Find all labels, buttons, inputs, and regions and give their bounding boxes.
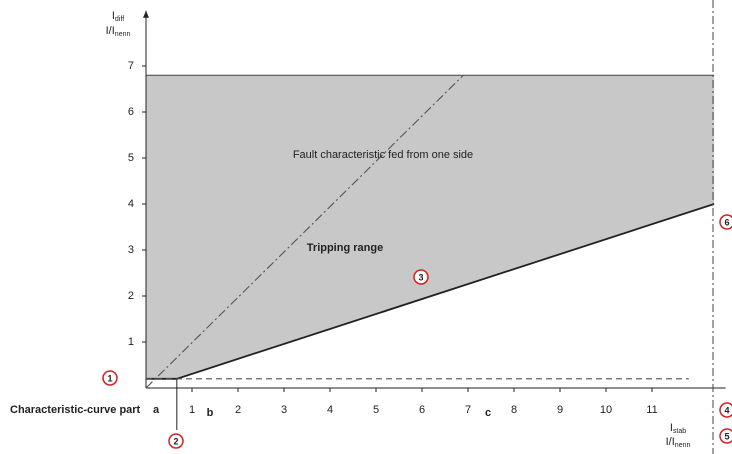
marker-label: 6 xyxy=(724,217,729,227)
x-tick-label: 2 xyxy=(235,404,241,416)
x-tick-label: 1 xyxy=(189,404,195,416)
annotation: a xyxy=(153,404,160,416)
marker-label: 3 xyxy=(418,272,423,282)
y-tick-label: 3 xyxy=(128,244,134,256)
marker-label: 5 xyxy=(724,431,729,441)
marker-circle xyxy=(168,433,184,449)
annotation: Characteristic-curve part xyxy=(10,404,141,416)
tripping-region xyxy=(146,75,715,379)
x-tick-label: 10 xyxy=(600,404,612,416)
x-axis-label: Istab xyxy=(670,422,686,435)
x-label-main: I xyxy=(670,422,673,434)
y-label-sub: nenn xyxy=(115,31,131,38)
x-tick-label: 11 xyxy=(646,404,657,416)
marker-label: 1 xyxy=(107,373,112,383)
marker-circle xyxy=(719,214,732,230)
y-label-main: I xyxy=(112,10,115,22)
x-label-main: I/I xyxy=(666,436,675,448)
y-label-sub: diff xyxy=(115,16,124,23)
annotation: Fault characteristic fed from one side xyxy=(293,149,473,161)
y-tick-label: 7 xyxy=(128,60,134,72)
x-tick-label: 8 xyxy=(511,404,517,416)
marker-label: 2 xyxy=(173,436,178,446)
x-tick-label: 7 xyxy=(465,404,471,416)
annotation: c xyxy=(485,407,491,419)
x-label-sub: stab xyxy=(673,428,686,435)
y-axis-label: Idiff xyxy=(112,10,124,23)
y-tick-label: 4 xyxy=(128,198,134,210)
x-tick-label: 6 xyxy=(419,404,425,416)
x-label-sub: nenn xyxy=(675,442,691,449)
annotation: Tripping range xyxy=(307,242,383,254)
x-tick-label: 3 xyxy=(281,404,287,416)
x-tick-label: 9 xyxy=(557,404,563,416)
y-axis-label: I/Inenn xyxy=(106,25,131,38)
y-axis-arrow xyxy=(143,10,149,18)
series-line xyxy=(145,74,464,389)
marker-label: 4 xyxy=(724,405,729,415)
x-axis-label: I/Inenn xyxy=(666,436,691,449)
y-tick-label: 5 xyxy=(128,152,134,164)
annotation: b xyxy=(207,407,214,419)
marker-circle xyxy=(102,370,118,386)
x-tick-label: 4 xyxy=(327,404,333,416)
x-tick-label: 5 xyxy=(373,404,379,416)
y-tick-label: 1 xyxy=(128,336,134,348)
y-label-main: I/I xyxy=(106,25,115,37)
y-tick-label: 2 xyxy=(128,290,134,302)
marker-circle xyxy=(413,269,429,285)
y-tick-label: 6 xyxy=(128,106,134,118)
marker-circle xyxy=(719,402,732,418)
marker-circle xyxy=(719,428,732,444)
